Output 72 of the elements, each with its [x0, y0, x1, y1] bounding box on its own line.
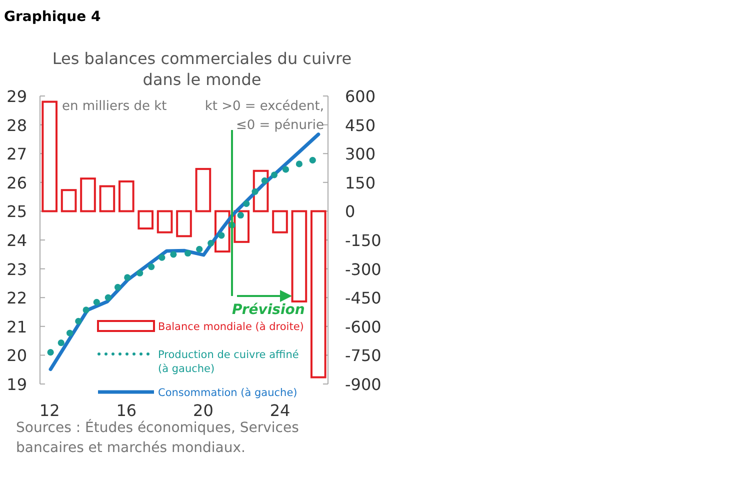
point — [309, 156, 316, 164]
series-label: Balance mondiale (à droite) — [158, 321, 304, 333]
text: Production de cuivre affiné (à gauche) — [158, 349, 299, 375]
bar — [60, 189, 77, 212]
y2-tick-label: -450 — [345, 288, 382, 308]
bar — [291, 210, 308, 302]
source-note: Sources : Études économiques, Services bancaires et marchés mondiaux. — [16, 419, 299, 456]
y-tick-label: 28 — [6, 116, 27, 135]
y2-tick-label: 0 — [345, 202, 356, 222]
point — [82, 306, 90, 314]
point — [261, 177, 268, 184]
y-tick-label: 29 — [6, 87, 27, 106]
bar — [310, 210, 326, 378]
point — [104, 294, 112, 301]
y2-tick-label: -600 — [345, 317, 382, 336]
bar — [99, 185, 116, 212]
point — [243, 200, 250, 208]
annotation: en milliers de kt — [62, 99, 167, 114]
point — [58, 340, 64, 346]
bar — [80, 178, 96, 212]
x-tick-label: 16 — [116, 401, 137, 420]
point — [237, 212, 244, 219]
bar — [195, 168, 212, 212]
y2-tick-label: -750 — [345, 346, 382, 366]
y-tick-label: 25 — [6, 202, 27, 222]
point — [47, 349, 54, 356]
y2-tick-label: -300 — [345, 260, 382, 279]
y2-tick-label: 300 — [345, 144, 376, 164]
point — [184, 250, 192, 257]
point — [208, 240, 214, 246]
point — [196, 246, 203, 253]
annotation: kt >0 = excédent, ≤0 = pénurie — [204, 99, 324, 133]
y-tick-label: 21 — [6, 317, 27, 336]
point — [93, 298, 100, 306]
x-tick-label: 12 — [39, 401, 60, 420]
point — [158, 254, 166, 261]
y2-tick-label: -150 — [345, 231, 382, 250]
y2-tick-label: -900 — [345, 375, 382, 394]
bar — [176, 210, 192, 238]
point — [66, 330, 74, 336]
bar — [156, 210, 173, 234]
y-tick-label: 20 — [6, 346, 27, 366]
point — [296, 160, 302, 168]
x-tick-label: 24 — [270, 401, 290, 420]
point — [218, 232, 225, 239]
point — [148, 263, 155, 270]
legend-label: Prévision — [232, 302, 305, 318]
y2-tick-label: 600 — [345, 87, 376, 106]
chart-title: Les balances commerciales du cuivre dans le monde — [52, 49, 352, 89]
point — [114, 284, 122, 291]
y-tick-label: 22 — [6, 288, 27, 308]
y2-tick-label: 450 — [345, 116, 376, 135]
bar — [42, 100, 58, 212]
text: Consommation (à gauche) — [158, 387, 298, 399]
point — [270, 172, 278, 178]
point — [136, 270, 144, 276]
point — [75, 318, 82, 325]
x-tick-label: 20 — [193, 401, 214, 420]
y-tick-label: 23 — [6, 260, 27, 279]
y-tick-label: 24 — [6, 231, 27, 250]
point — [170, 251, 177, 258]
bar — [272, 210, 288, 234]
point — [124, 274, 131, 281]
y-tick-label: 26 — [6, 173, 27, 192]
y2-tick-label: 150 — [345, 173, 376, 192]
point — [252, 188, 258, 195]
point — [282, 166, 290, 173]
bar — [138, 210, 154, 230]
y-tick-label: 19 — [6, 375, 27, 394]
y-tick-label: 27 — [6, 144, 27, 164]
text: Graphique 4 — [4, 9, 101, 25]
bar — [118, 180, 134, 212]
